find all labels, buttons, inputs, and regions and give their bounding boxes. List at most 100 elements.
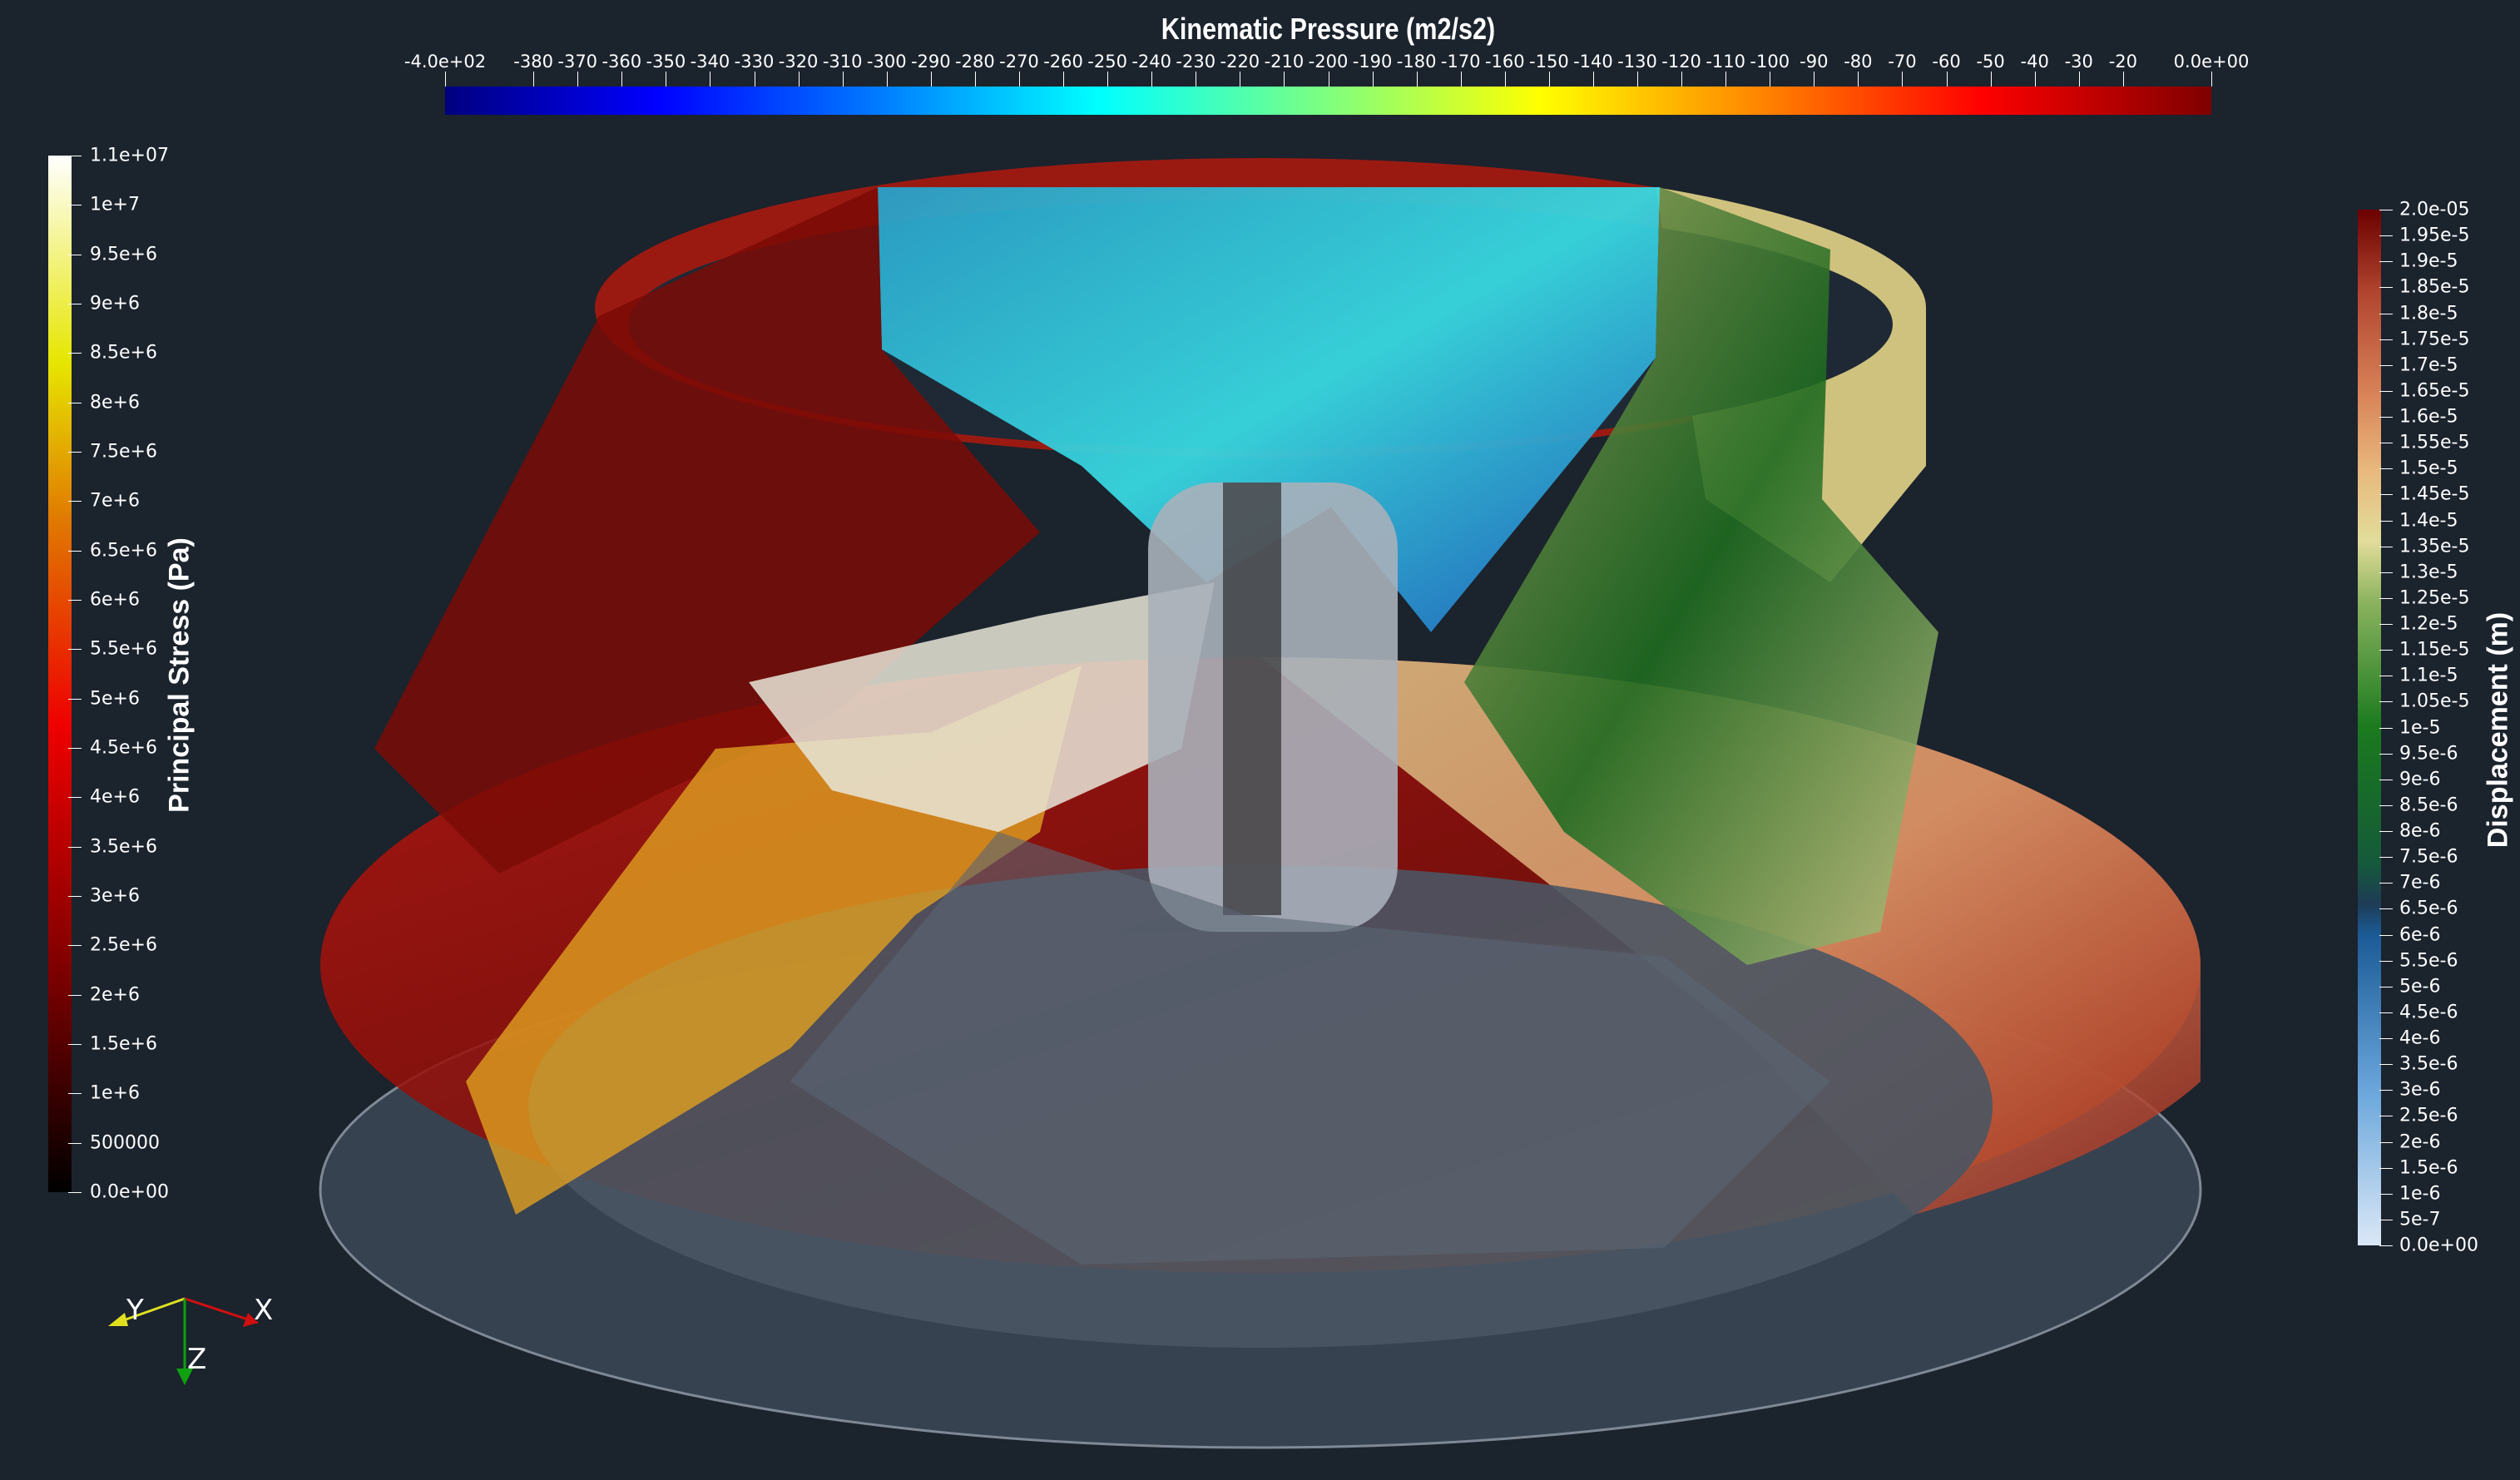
displacement-tick bbox=[2379, 468, 2393, 470]
pressure-tick bbox=[2211, 72, 2212, 87]
displacement-tick-label: 1e-5 bbox=[2399, 717, 2441, 738]
stress-tick-label: 1e+7 bbox=[90, 194, 140, 215]
pressure-tick-label: -30 bbox=[2064, 52, 2093, 72]
stress-tick bbox=[68, 1044, 82, 1045]
displacement-tick bbox=[2379, 364, 2393, 366]
shaft-dark-core bbox=[1223, 483, 1281, 915]
blade-green bbox=[1464, 187, 1938, 965]
displacement-tick-label: 1.1e-5 bbox=[2399, 665, 2458, 686]
displacement-tick-label: 5e-6 bbox=[2399, 976, 2441, 997]
stress-tick bbox=[68, 600, 82, 601]
stress-tick-label: 500000 bbox=[90, 1132, 160, 1154]
pressure-tick-label: -240 bbox=[1131, 52, 1172, 72]
stress-tick bbox=[68, 846, 82, 848]
pressure-tick bbox=[798, 72, 800, 87]
stress-tick-label: 8e+6 bbox=[90, 392, 140, 413]
stress-tick-label: 0.0e+00 bbox=[90, 1181, 169, 1203]
pressure-tick bbox=[533, 72, 535, 87]
stress-tick-label: 9e+6 bbox=[90, 293, 140, 314]
pressure-tick bbox=[1592, 72, 1594, 87]
displacement-tick-label: 4e-6 bbox=[2399, 1027, 2441, 1049]
displacement-tick-label: 7e-6 bbox=[2399, 872, 2441, 893]
displacement-tick-label: 1.35e-5 bbox=[2399, 536, 2470, 557]
pressure-tick bbox=[1548, 72, 1550, 87]
pressure-tick-label: -60 bbox=[1932, 52, 1961, 72]
pressure-tick bbox=[2034, 72, 2036, 87]
displacement-tick bbox=[2379, 597, 2393, 599]
pressure-tick-label: -50 bbox=[1976, 52, 2005, 72]
displacement-tick bbox=[2379, 1245, 2393, 1246]
displacement-tick bbox=[2379, 908, 2393, 910]
stress-tick bbox=[68, 649, 82, 651]
displacement-tick-label: 1.5e-6 bbox=[2399, 1157, 2458, 1179]
displacement-tick bbox=[2379, 804, 2393, 806]
pressure-tick bbox=[2078, 72, 2080, 87]
displacement-tick-label: 1.6e-5 bbox=[2399, 406, 2458, 428]
pressure-tick-label: -270 bbox=[999, 52, 1039, 72]
pressure-tick bbox=[621, 72, 623, 87]
pressure-tick-label: -170 bbox=[1440, 52, 1481, 72]
y-axis-label: Y bbox=[126, 1294, 144, 1327]
displacement-tick-label: 9.5e-6 bbox=[2399, 743, 2458, 765]
pressure-tick-label: -220 bbox=[1220, 52, 1260, 72]
pressure-tick-label: -340 bbox=[690, 52, 730, 72]
blade-mesh-gray bbox=[790, 832, 1830, 1265]
pressure-tick-label: -260 bbox=[1043, 52, 1083, 72]
pressure-tick bbox=[577, 72, 579, 87]
pressure-tick bbox=[1990, 72, 1992, 87]
stress-tick-label: 4e+6 bbox=[90, 786, 140, 808]
displacement-tick-label: 1.05e-5 bbox=[2399, 691, 2470, 712]
pressure-tick-label: -350 bbox=[646, 52, 686, 72]
displacement-colorbar-gradient bbox=[2358, 210, 2381, 1245]
stress-tick bbox=[68, 1093, 82, 1095]
pressure-tick bbox=[1107, 72, 1109, 87]
z-axis-arrow-icon bbox=[176, 1369, 193, 1385]
pressure-tick-label: -90 bbox=[1800, 52, 1829, 72]
pressure-tick bbox=[1681, 72, 1683, 87]
displacement-tick bbox=[2379, 1012, 2393, 1013]
displacement-tick-label: 1.5e-5 bbox=[2399, 458, 2458, 479]
pressure-tick-label: -230 bbox=[1176, 52, 1216, 72]
displacement-tick-label: 1.7e-5 bbox=[2399, 354, 2458, 376]
displacement-tick-label: 1.3e-5 bbox=[2399, 562, 2458, 583]
displacement-tick-label: 5.5e-6 bbox=[2399, 950, 2458, 972]
stress-tick-label: 5.5e+6 bbox=[90, 638, 157, 660]
displacement-tick bbox=[2379, 624, 2393, 625]
displacement-tick bbox=[2379, 235, 2393, 237]
stress-tick bbox=[68, 1192, 82, 1193]
displacement-tick bbox=[2379, 1141, 2393, 1143]
displacement-tick bbox=[2379, 1038, 2393, 1039]
displacement-tick-label: 5e-7 bbox=[2399, 1209, 2441, 1230]
pressure-tick bbox=[445, 72, 446, 87]
pressure-tick-label: -140 bbox=[1573, 52, 1613, 72]
displacement-tick bbox=[2379, 753, 2393, 755]
pressure-tick-label: -320 bbox=[778, 52, 819, 72]
displacement-tick-label: 1.15e-5 bbox=[2399, 639, 2470, 661]
displacement-tick bbox=[2379, 1090, 2393, 1091]
displacement-tick bbox=[2379, 494, 2393, 496]
displacement-tick bbox=[2379, 883, 2393, 884]
pressure-tick bbox=[1460, 72, 1462, 87]
stress-tick-label: 8.5e+6 bbox=[90, 342, 157, 364]
displacement-tick bbox=[2379, 572, 2393, 573]
displacement-tick-label: 1.2e-5 bbox=[2399, 613, 2458, 635]
pressure-tick bbox=[1372, 72, 1374, 87]
pressure-tick-label: -80 bbox=[1844, 52, 1873, 72]
pressure-tick bbox=[886, 72, 888, 87]
displacement-tick-label: 1.85e-5 bbox=[2399, 276, 2470, 298]
pressure-tick-label: -290 bbox=[910, 52, 951, 72]
stress-tick-label: 2.5e+6 bbox=[90, 934, 157, 956]
pressure-tick-label: -160 bbox=[1484, 52, 1525, 72]
displacement-tick bbox=[2379, 960, 2393, 962]
pressure-tick-label: -130 bbox=[1617, 52, 1657, 72]
stress-tick-label: 7e+6 bbox=[90, 490, 140, 512]
pressure-tick-label: 0.0e+00 bbox=[2173, 52, 2250, 72]
displacement-tick bbox=[2379, 261, 2393, 263]
pressure-tick-label: -120 bbox=[1661, 52, 1701, 72]
stress-tick bbox=[68, 748, 82, 749]
pressure-tick-label: -110 bbox=[1706, 52, 1746, 72]
orientation-axes: X Y Z bbox=[108, 1294, 273, 1385]
displacement-tick-label: 1.4e-5 bbox=[2399, 510, 2458, 531]
pressure-tick bbox=[1151, 72, 1153, 87]
